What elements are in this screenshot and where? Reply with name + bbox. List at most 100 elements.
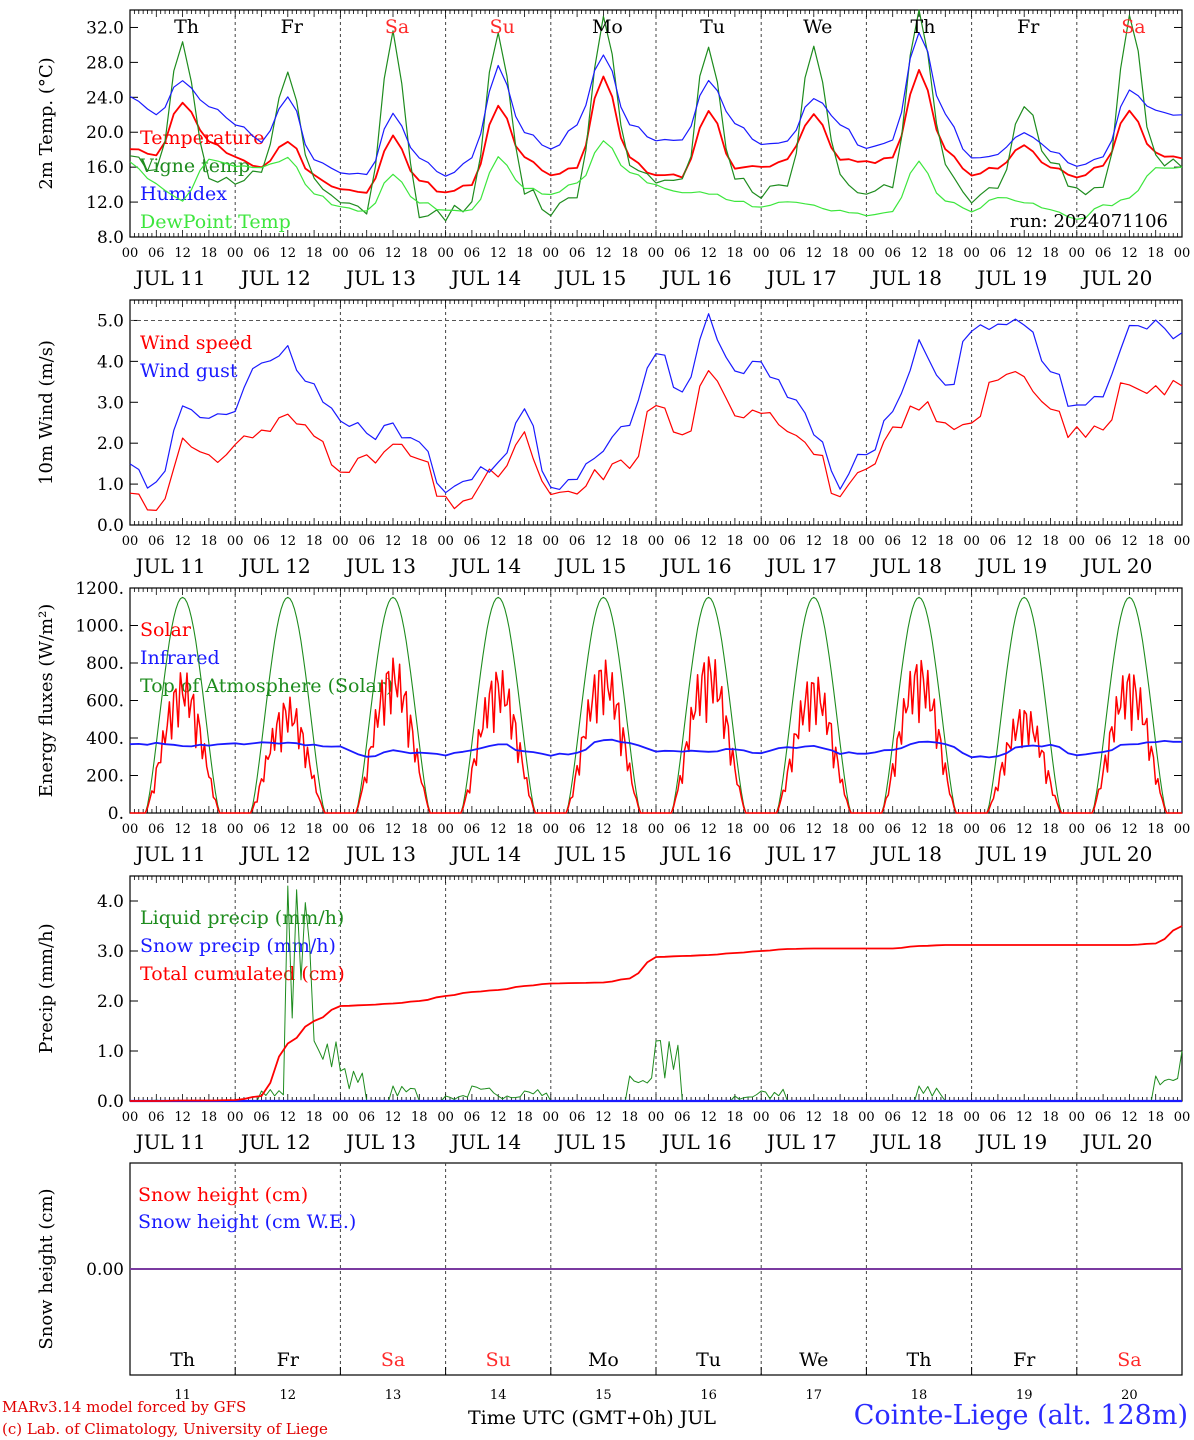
hour-tick-label: 00 <box>543 822 560 837</box>
y-tick-label: 1200. <box>75 579 124 599</box>
hour-tick-label: 00 <box>543 246 560 261</box>
hour-tick-label: 12 <box>1121 534 1138 549</box>
hour-tick-label: 18 <box>937 1110 954 1125</box>
hour-tick-label: 00 <box>332 822 349 837</box>
hour-tick-label: 18 <box>411 534 428 549</box>
weekday-label: Tu <box>696 1349 721 1371</box>
hour-tick-label: 18 <box>1042 534 1059 549</box>
day-number-label: 20 <box>1121 1388 1138 1403</box>
date-label: JUL 11 <box>134 266 206 290</box>
legend-entry-2: Vigne temp <box>139 155 250 177</box>
y-tick-label: 24.0 <box>86 88 124 108</box>
hour-tick-label: 06 <box>358 534 375 549</box>
hour-tick-label: 18 <box>832 534 849 549</box>
hour-tick-label: 00 <box>753 246 770 261</box>
hour-tick-label: 00 <box>858 1110 875 1125</box>
hour-tick-label: 06 <box>779 1110 796 1125</box>
legend-entry-4: DewPoint Temp <box>140 211 291 233</box>
hour-tick-label: 18 <box>621 246 638 261</box>
series-wind-speed-line <box>129 370 1183 511</box>
weekday-label: Sa <box>1117 1349 1141 1371</box>
weekday-label: Fr <box>1017 16 1040 38</box>
hour-tick-label: 00 <box>858 822 875 837</box>
hour-tick-label: 18 <box>832 822 849 837</box>
hour-tick-label: 12 <box>490 534 507 549</box>
y-tick-label: 0.0 <box>97 516 124 536</box>
hour-tick-label: 00 <box>858 534 875 549</box>
legend-entry-2: Wind gust <box>140 360 238 382</box>
hour-tick-label: 18 <box>201 1110 218 1125</box>
legend-entry-2: Infrared <box>140 647 220 669</box>
hour-tick-label: 18 <box>937 822 954 837</box>
hour-tick-label: 18 <box>832 1110 849 1125</box>
hour-tick-label: 18 <box>727 1110 744 1125</box>
weekday-label: Mo <box>588 1349 619 1371</box>
hour-tick-label: 18 <box>621 534 638 549</box>
hour-tick-label: 00 <box>963 1110 980 1125</box>
day-number-label: 17 <box>806 1388 823 1403</box>
hour-tick-label: 18 <box>937 246 954 261</box>
date-label: JUL 17 <box>765 1130 837 1154</box>
hour-tick-label: 18 <box>832 246 849 261</box>
date-label: JUL 19 <box>975 266 1047 290</box>
date-label: JUL 11 <box>134 1130 206 1154</box>
date-label: JUL 12 <box>239 554 311 578</box>
hour-tick-label: 00 <box>648 534 665 549</box>
weekday-label: Fr <box>1013 1349 1036 1371</box>
weekday-label: Th <box>174 16 199 38</box>
hour-tick-label: 12 <box>806 1110 823 1125</box>
weekday-label: Th <box>907 1349 932 1371</box>
date-label: JUL 20 <box>1080 266 1152 290</box>
hour-tick-label: 06 <box>1095 1110 1112 1125</box>
y-tick-label: 600. <box>86 692 124 712</box>
series-humidex-line <box>129 31 1183 177</box>
weekday-label: Fr <box>281 16 304 38</box>
y-tick-label: 4.0 <box>97 892 124 912</box>
hour-tick-label: 06 <box>358 822 375 837</box>
weekday-label: Mo <box>592 16 623 38</box>
date-label: JUL 20 <box>1080 1130 1152 1154</box>
hour-tick-label: 06 <box>148 822 165 837</box>
hour-tick-label: 12 <box>174 246 191 261</box>
hour-tick-label: 12 <box>280 246 297 261</box>
hour-tick-label: 06 <box>674 1110 691 1125</box>
y-tick-label: 0.0 <box>97 1092 124 1112</box>
date-label: JUL 16 <box>660 1130 732 1154</box>
date-label: JUL 12 <box>239 1130 311 1154</box>
hour-tick-label: 18 <box>516 246 533 261</box>
hour-tick-label: 06 <box>358 1110 375 1125</box>
hour-tick-label: 06 <box>884 822 901 837</box>
weekday-label: Su <box>486 1349 511 1371</box>
hour-tick-label: 12 <box>280 822 297 837</box>
hour-tick-label: 00 <box>122 1110 139 1125</box>
hour-tick-label: 00 <box>753 534 770 549</box>
hour-tick-label: 00 <box>963 246 980 261</box>
date-label: JUL 14 <box>449 1130 521 1154</box>
hour-tick-label: 00 <box>1174 1110 1191 1125</box>
panel-frame <box>129 587 1183 814</box>
hour-tick-label: 12 <box>1121 246 1138 261</box>
date-label: JUL 17 <box>765 266 837 290</box>
date-label: JUL 11 <box>134 554 206 578</box>
date-label: JUL 15 <box>554 842 626 866</box>
day-number-label: 11 <box>174 1388 191 1403</box>
day-number-label: 16 <box>700 1388 717 1403</box>
weekday-label: We <box>803 16 832 38</box>
date-label: JUL 17 <box>765 554 837 578</box>
x-axis-label: Time UTC (GMT+0h) JUL <box>468 1407 716 1429</box>
y-tick-label: 0. <box>108 804 124 824</box>
hour-tick-label: 06 <box>569 534 586 549</box>
hour-tick-label: 06 <box>464 1110 481 1125</box>
date-label: JUL 20 <box>1080 554 1152 578</box>
hour-tick-label: 12 <box>490 822 507 837</box>
y-tick-label: 5.0 <box>97 311 124 331</box>
date-label: JUL 13 <box>344 842 416 866</box>
hour-tick-label: 00 <box>122 822 139 837</box>
y-tick-label: 1.0 <box>97 1042 124 1062</box>
hour-tick-label: 18 <box>516 534 533 549</box>
hour-tick-label: 18 <box>1042 1110 1059 1125</box>
hour-tick-label: 18 <box>201 822 218 837</box>
hour-tick-label: 18 <box>516 1110 533 1125</box>
hour-tick-label: 18 <box>727 822 744 837</box>
